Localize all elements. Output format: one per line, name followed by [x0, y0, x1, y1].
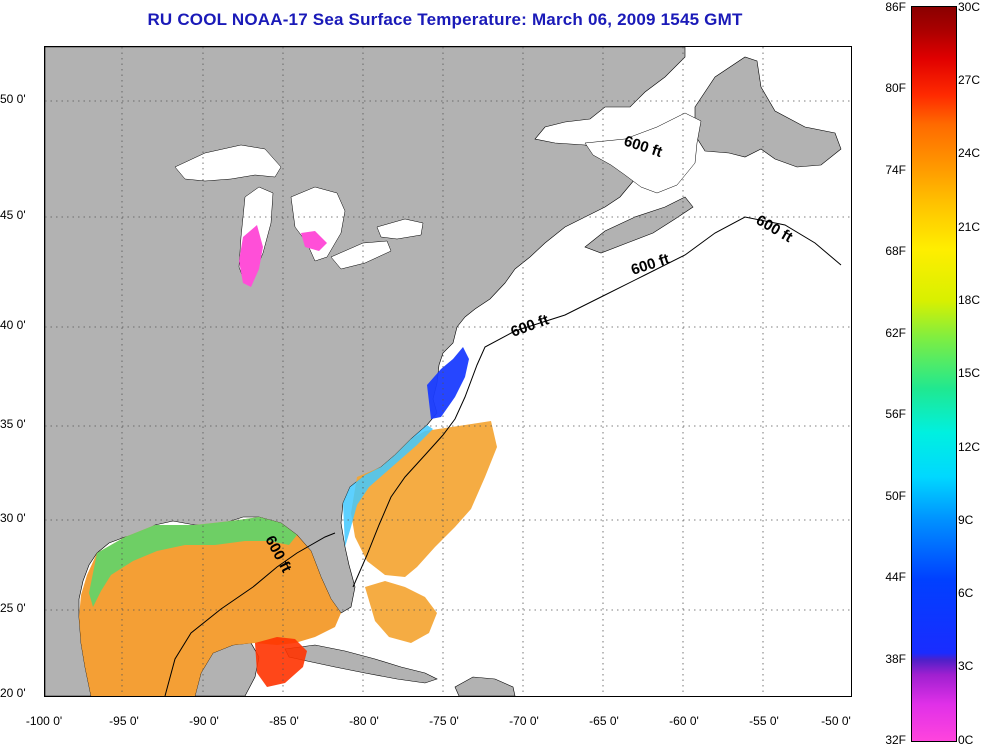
colorbar-label-50f: 50F	[885, 489, 906, 503]
gridlines	[45, 47, 851, 696]
colorbar-label-86f: 86F	[885, 0, 906, 14]
contour-label-grand-banks: 600 ft	[753, 212, 795, 246]
lat-label-45: 45 0'	[0, 208, 26, 222]
sst-map[interactable]: 600 ft 600 ft 600 ft 600 ft 600 ft	[44, 46, 852, 697]
lat-label-20: 20 0'	[0, 686, 26, 700]
sst-lake-huron-cold	[301, 231, 327, 251]
lat-label-35: 35 0'	[0, 417, 26, 431]
lat-label-40: 40 0'	[0, 318, 26, 332]
lon-label-minus90: -90 0'	[189, 714, 219, 728]
lon-label-minus85: -85 0'	[269, 714, 299, 728]
sst-caribbean-hot	[255, 637, 307, 687]
lon-label-minus50: -50 0'	[821, 714, 851, 728]
lat-label-30: 30 0'	[0, 511, 26, 525]
lon-label-minus55: -55 0'	[749, 714, 779, 728]
colorbar-label-24c: 24C	[958, 146, 981, 160]
colorbar-label-32f: 32F	[885, 733, 906, 747]
colorbar-label-68f: 68F	[885, 244, 906, 258]
sst-atlantic-shelf-cool	[343, 425, 433, 547]
colorbar-label-12c: 12C	[958, 440, 981, 454]
colorbar-label-0c: 0C	[958, 733, 974, 747]
colorbar-label-9c: 9C	[958, 513, 974, 527]
contour-label-scotian-shelf: 600 ft	[629, 251, 672, 279]
colorbar-label-27c: 27C	[958, 73, 981, 87]
sst-chesapeake-cold	[427, 347, 469, 419]
sst-bahamas-warm	[365, 581, 437, 643]
gulf-of-st-lawrence	[584, 112, 702, 194]
colorbar-label-15c: 15C	[958, 366, 981, 380]
map-canvas: 600 ft 600 ft 600 ft 600 ft 600 ft	[45, 47, 851, 696]
colorbar-label-6c: 6C	[958, 586, 974, 600]
lat-label-50: 50 0'	[0, 92, 26, 106]
colorbar-label-30c: 30C	[958, 0, 981, 14]
newfoundland-land	[694, 56, 842, 168]
colorbar-label-21c: 21C	[958, 220, 981, 234]
lon-label-minus75: -75 0'	[429, 714, 459, 728]
contour-label-mid-atlantic: 600 ft	[509, 311, 552, 340]
temperature-colorbar	[911, 6, 957, 742]
lon-label-minus80: -80 0'	[349, 714, 379, 728]
cuba-land	[284, 644, 438, 684]
sst-lake-michigan-cold	[239, 225, 263, 287]
sst-atlantic-warm	[351, 421, 497, 577]
lon-label-minus95: -95 0'	[109, 714, 139, 728]
colorbar-label-18c: 18C	[958, 293, 981, 307]
nova-scotia-land	[584, 196, 694, 254]
colorbar-label-62f: 62F	[885, 326, 906, 340]
colorbar-label-80f: 80F	[885, 81, 906, 95]
colorbar-label-56f: 56F	[885, 407, 906, 421]
sst-gulf-of-mexico	[79, 517, 341, 696]
contour-600ft	[164, 216, 842, 696]
colorbar-label-38f: 38F	[885, 652, 906, 666]
lat-label-25: 25 0'	[0, 601, 26, 615]
lon-label-minus100: -100 0'	[25, 714, 63, 728]
lon-label-minus70: -70 0'	[509, 714, 539, 728]
colorbar-label-3c: 3C	[958, 659, 974, 673]
colorbar-label-44f: 44F	[885, 570, 906, 584]
colorbar-label-74f: 74F	[885, 163, 906, 177]
lon-label-minus60: -60 0'	[669, 714, 699, 728]
map-title: RU COOL NOAA-17 Sea Surface Temperature:…	[147, 10, 743, 29]
sst-gulf-coastal-cool	[89, 517, 297, 607]
lon-label-minus65: -65 0'	[589, 714, 619, 728]
hispaniola-land	[454, 676, 516, 696]
